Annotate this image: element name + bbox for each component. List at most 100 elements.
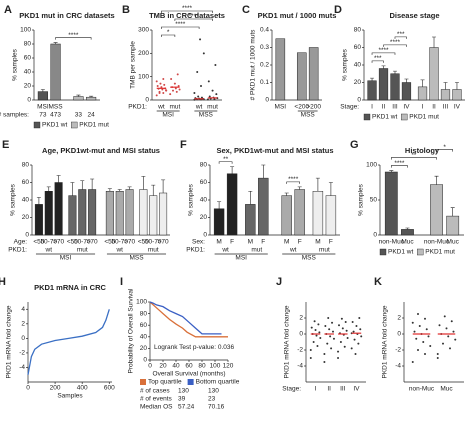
- point: [172, 89, 174, 92]
- x-tick-label: MSI: [275, 104, 287, 111]
- y-tick-label: 80: [354, 27, 362, 34]
- point: [344, 321, 347, 323]
- row-label: Stage:: [340, 104, 359, 111]
- x-tick-label: II: [327, 386, 331, 393]
- x-tick-label: non-Muc: [379, 239, 405, 246]
- error-bar: [117, 189, 122, 192]
- y-tick-label: 60: [200, 179, 208, 186]
- y-tick-label: 20: [24, 83, 32, 90]
- panel-title: TMB in CRC datasets: [149, 11, 225, 20]
- x-tick-label: MSI: [37, 104, 49, 111]
- y-tick-label: 0.4: [260, 27, 269, 34]
- error-bar: [404, 78, 409, 83]
- error-bar: [76, 94, 81, 97]
- point: [411, 361, 414, 363]
- sig-label: ****: [182, 5, 193, 12]
- y-tick-label: 0: [299, 331, 303, 338]
- point: [358, 317, 361, 319]
- point: [323, 361, 326, 363]
- bar: [78, 189, 87, 236]
- row-label: PKD1:: [128, 104, 147, 111]
- x-tick-label: I: [371, 104, 373, 111]
- y-axis-label: PKD1 mRNA fold change: [284, 305, 291, 378]
- x-tick-label: III: [443, 104, 449, 111]
- error-bar: [405, 227, 410, 230]
- x-tick-label: F: [261, 239, 265, 246]
- x-tick-label: 0: [148, 363, 152, 370]
- point: [422, 341, 425, 343]
- row-label: PKD1:: [8, 247, 27, 254]
- y-tick-label: 100: [20, 27, 31, 34]
- cluster-label: wt: [115, 247, 123, 254]
- y-tick-label: 20: [200, 214, 208, 221]
- x-tick-label: 600: [104, 385, 115, 392]
- point: [313, 320, 316, 323]
- group-label: MSS: [199, 112, 214, 119]
- x-tick-label: Muc: [401, 239, 414, 246]
- sig-label: **: [223, 156, 229, 163]
- error-bar: [434, 175, 439, 185]
- error-bar: [443, 82, 448, 90]
- point: [170, 78, 173, 80]
- bar: [367, 80, 377, 101]
- point: [337, 350, 340, 353]
- x-tick-label: 100: [210, 363, 221, 370]
- count: 33: [75, 112, 83, 119]
- point: [337, 357, 340, 359]
- bar: [417, 86, 428, 101]
- x-tick-label: mut: [169, 104, 180, 111]
- y-tick-label: 300: [138, 27, 149, 34]
- y-tick-label: 0: [145, 97, 149, 104]
- bar: [296, 52, 307, 101]
- y-tick-label: 2: [397, 315, 401, 322]
- sig-bracket: [161, 10, 213, 13]
- error-bar: [80, 180, 85, 190]
- table-label: # of cases: [140, 388, 170, 395]
- panel-title: PKD1 mut / 1000 muts: [258, 11, 337, 20]
- x-tick-label: M: [248, 239, 253, 246]
- panel-title: Histology: [405, 146, 440, 155]
- x-tick-label: non-Muc: [424, 239, 450, 246]
- bar: [401, 229, 414, 236]
- bar: [115, 191, 124, 236]
- y-tick-label: 40: [200, 197, 208, 204]
- bar: [258, 177, 269, 236]
- error-bar: [90, 178, 95, 190]
- y-tick-label: 0: [25, 232, 29, 239]
- point: [317, 323, 320, 326]
- table-label: Median OS: [140, 404, 173, 411]
- point: [173, 82, 176, 85]
- group-label: MSS: [302, 255, 317, 262]
- x-tick-label: 0: [26, 385, 30, 392]
- error-bar: [107, 188, 112, 192]
- error-bar: [230, 166, 235, 174]
- y-tick-label: 100: [138, 73, 149, 80]
- legend-label: Bottom quartile: [196, 379, 240, 386]
- panel-label: G: [350, 139, 359, 151]
- table-value: 70.16: [208, 404, 225, 411]
- legend-swatch: [363, 113, 371, 121]
- point: [450, 320, 453, 323]
- bar: [378, 68, 389, 101]
- table-label: # of events: [140, 396, 173, 403]
- sig-label: ***: [397, 31, 405, 38]
- panel-label: D: [334, 4, 342, 16]
- x-tick-label: non-Muc: [409, 386, 435, 393]
- error-bar: [284, 192, 289, 196]
- y-tick-label: -4: [395, 363, 401, 370]
- table-value: 57.24: [178, 404, 195, 411]
- y-tick-label: 50: [370, 197, 378, 204]
- panel-label: H: [0, 276, 6, 288]
- sig-label: *: [167, 29, 170, 36]
- error-bar: [328, 182, 333, 196]
- survival-curve: [149, 301, 222, 335]
- y-tick-label: -4: [19, 364, 25, 371]
- bar: [54, 182, 63, 236]
- x-tick-label: >70: [87, 239, 98, 246]
- error-bar: [315, 177, 320, 192]
- point: [353, 338, 356, 341]
- legend-label: PKD1 mut: [79, 122, 109, 129]
- sig-label: ***: [374, 55, 382, 62]
- point: [454, 338, 457, 341]
- y-tick-label: -2: [297, 347, 303, 354]
